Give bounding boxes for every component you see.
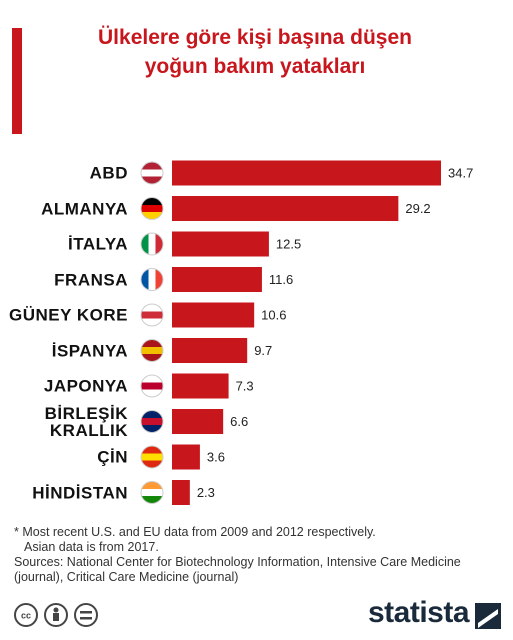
bar <box>172 231 269 257</box>
category-label: İSPANYA <box>51 341 128 360</box>
flag <box>140 197 164 220</box>
bar <box>172 373 229 399</box>
accent-bar <box>12 28 22 134</box>
value-label: 9.7 <box>254 343 272 358</box>
category-label: ALMANYA <box>41 199 128 218</box>
category-label: ÇİN <box>97 447 128 467</box>
value-label: 12.5 <box>276 236 301 251</box>
bar <box>172 409 224 434</box>
value-label: 11.6 <box>269 272 293 287</box>
category-label: GÜNEY KORE <box>9 305 128 325</box>
note: * Most recent U.S. and EU data from 2009… <box>14 525 376 539</box>
value-label: 29.2 <box>405 201 430 216</box>
bar <box>172 267 262 292</box>
brand-logo: statista <box>368 596 470 629</box>
chart-title: yoğun bakım yatakları <box>144 55 366 78</box>
flag <box>140 481 164 504</box>
flag <box>140 374 164 398</box>
category-label: ABD <box>89 163 128 183</box>
bar <box>172 302 255 328</box>
flag <box>140 303 164 327</box>
bar <box>172 338 248 363</box>
value-label: 3.6 <box>207 449 225 464</box>
flag <box>140 268 164 291</box>
bar <box>172 444 200 470</box>
flag <box>140 232 164 256</box>
value-label: 7.3 <box>236 378 254 393</box>
value-label: 34.7 <box>448 165 473 180</box>
category-label: JAPONYA <box>43 376 128 396</box>
license-icons: cc <box>14 603 98 627</box>
category-label: BİRLEŞİK KRALLIK <box>44 403 128 440</box>
value-label: 6.6 <box>230 414 248 429</box>
category-label: HİNDİSTAN <box>32 483 128 502</box>
chart-title: Ülkelere göre kişi başına düşen <box>98 26 412 49</box>
sources: Sources: National Center for Biotechnolo… <box>14 555 461 584</box>
note: Asian data is from 2017. <box>24 540 159 554</box>
brand-mark <box>475 603 501 629</box>
bar <box>172 480 190 505</box>
flag <box>140 161 164 185</box>
bar <box>172 160 441 186</box>
flag <box>140 339 164 362</box>
svg-text:cc: cc <box>21 610 31 620</box>
category-label: İTALYA <box>67 234 128 254</box>
flag <box>140 410 164 433</box>
value-label: 2.3 <box>197 485 215 500</box>
value-label: 10.6 <box>261 307 286 322</box>
flag <box>140 445 164 469</box>
bar <box>172 196 399 221</box>
category-label: FRANSA <box>54 270 128 289</box>
